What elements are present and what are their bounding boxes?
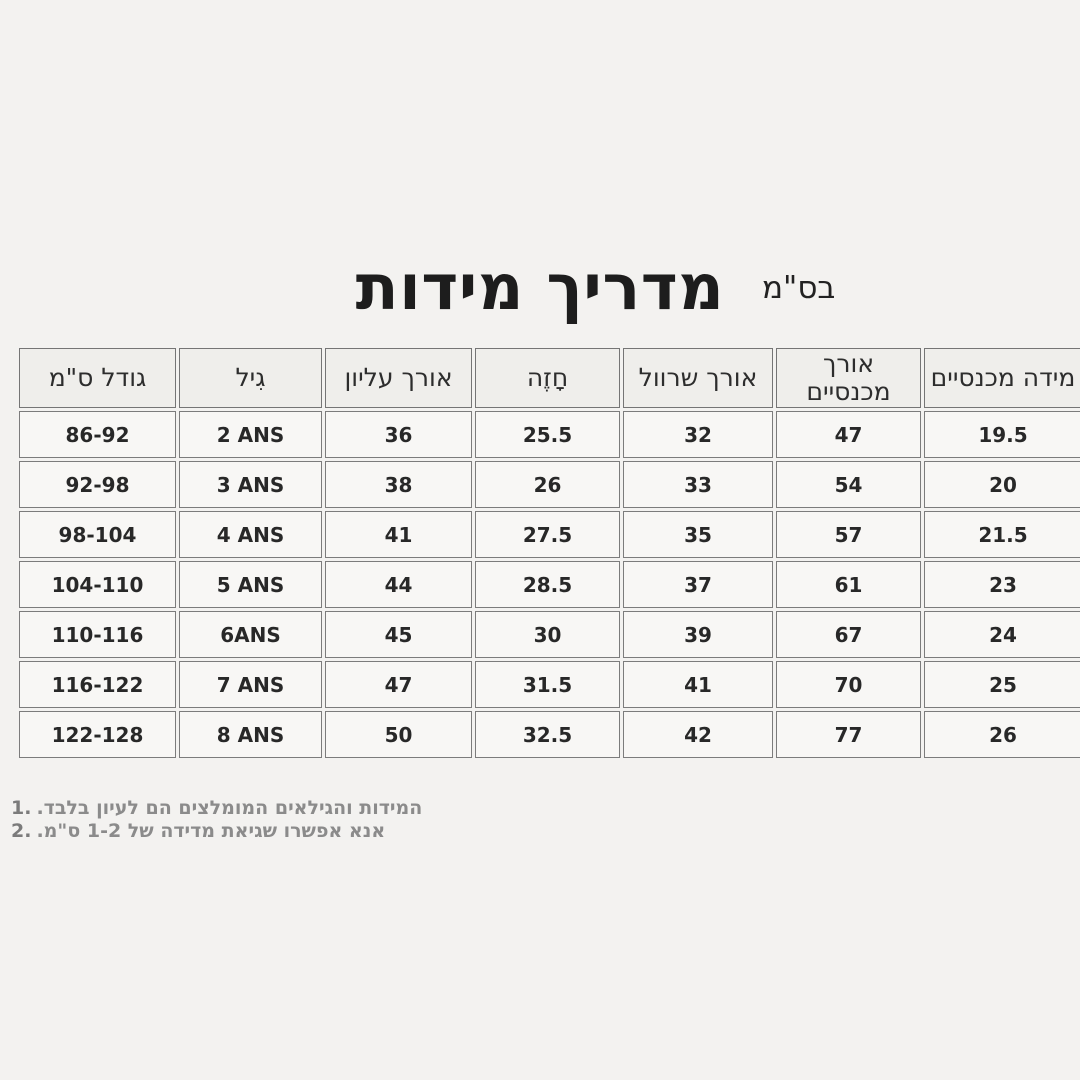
table-cell: 25.5 <box>475 411 620 458</box>
table-cell: 92-98 <box>19 461 176 508</box>
table-cell: 37 <box>623 561 773 608</box>
table-cell: 47 <box>325 661 472 708</box>
table-row: 104-110 5 ANS 44 28.5 37 61 23 <box>19 561 1080 608</box>
footnotes: 1. המידות והגילאים המומלצים הם לעיון בלבד… <box>11 797 422 843</box>
table-row: 116-122 7 ANS 47 31.5 41 70 25 <box>19 661 1080 708</box>
table-cell: 44 <box>325 561 472 608</box>
table-cell: 7 ANS <box>179 661 322 708</box>
table-row: 92-98 3 ANS 38 26 33 54 20 <box>19 461 1080 508</box>
table-cell: 67 <box>776 611 921 658</box>
table-cell: 116-122 <box>19 661 176 708</box>
table-cell: 104-110 <box>19 561 176 608</box>
header-cell: גודל ס"מ <box>19 348 176 408</box>
table-row: 86-92 2 ANS 36 25.5 32 47 19.5 <box>19 411 1080 458</box>
table-cell: 28.5 <box>475 561 620 608</box>
table-cell: 57 <box>776 511 921 558</box>
table-cell: 26 <box>475 461 620 508</box>
footnote-number: 2. <box>11 820 32 842</box>
header-cell: אורך מכנסיים <box>776 348 921 408</box>
table-cell: 2 ANS <box>179 411 322 458</box>
table-cell: 6ANS <box>179 611 322 658</box>
footnote-line: 2. אנא אפשרו שגיאת מדידה של 1-2 ס"מ. <box>11 820 422 843</box>
header-cell: חָזֶה <box>475 348 620 408</box>
table-cell: 35 <box>623 511 773 558</box>
table-cell: 20 <box>924 461 1080 508</box>
header-cell: מידה מכנסיים <box>924 348 1080 408</box>
table-cell: 32.5 <box>475 711 620 758</box>
size-table: גודל ס"מ גִיל אורך עליון חָזֶה אורך שרוול אור… <box>16 345 1080 761</box>
table-cell: 41 <box>325 511 472 558</box>
table-cell: 36 <box>325 411 472 458</box>
table-row: 98-104 4 ANS 41 27.5 35 57 21.5 <box>19 511 1080 558</box>
table-cell: 5 ANS <box>179 561 322 608</box>
table-cell: 45 <box>325 611 472 658</box>
table-row: 122-128 8 ANS 50 32.5 42 77 26 <box>19 711 1080 758</box>
table-cell: 70 <box>776 661 921 708</box>
table-cell: 50 <box>325 711 472 758</box>
table-cell: 21.5 <box>924 511 1080 558</box>
table-cell: 27.5 <box>475 511 620 558</box>
table-cell: 25 <box>924 661 1080 708</box>
table-cell: 47 <box>776 411 921 458</box>
table-cell: 8 ANS <box>179 711 322 758</box>
table-cell: 42 <box>623 711 773 758</box>
header-cell: גִיל <box>179 348 322 408</box>
table-cell: 33 <box>623 461 773 508</box>
header-cell: אורך שרוול <box>623 348 773 408</box>
footnote-number: 1. <box>11 797 32 819</box>
footnote-line: 1. המידות והגילאים המומלצים הם לעיון בלבד… <box>11 797 422 820</box>
table-cell: 32 <box>623 411 773 458</box>
page-title: מדריך מידות <box>355 251 725 324</box>
table-cell: 4 ANS <box>179 511 322 558</box>
table-cell: 41 <box>623 661 773 708</box>
table-cell: 26 <box>924 711 1080 758</box>
table-cell: 24 <box>924 611 1080 658</box>
table-cell: 38 <box>325 461 472 508</box>
table-cell: 54 <box>776 461 921 508</box>
table-cell: 98-104 <box>19 511 176 558</box>
table-cell: 86-92 <box>19 411 176 458</box>
table-row: 110-116 6ANS 45 30 39 67 24 <box>19 611 1080 658</box>
table-cell: 30 <box>475 611 620 658</box>
header-row: גודל ס"מ גִיל אורך עליון חָזֶה אורך שרוול אור… <box>19 348 1080 408</box>
table-cell: 3 ANS <box>179 461 322 508</box>
size-table-head: גודל ס"מ גִיל אורך עליון חָזֶה אורך שרוול אור… <box>19 348 1080 408</box>
unit-note-label: בס"מ <box>762 270 836 306</box>
table-cell: 122-128 <box>19 711 176 758</box>
table-cell: 61 <box>776 561 921 608</box>
footnote-text: המידות והגילאים המומלצים הם לעיון בלבד. <box>36 797 423 819</box>
footnote-text: אנא אפשרו שגיאת מדידה של 1-2 ס"מ. <box>36 820 386 842</box>
table-cell: 39 <box>623 611 773 658</box>
table-cell: 77 <box>776 711 921 758</box>
size-table-body: 86-92 2 ANS 36 25.5 32 47 19.5 92-98 3 ANS 38 26 33… <box>19 411 1080 758</box>
header-cell: אורך עליון <box>325 348 472 408</box>
table-cell: 110-116 <box>19 611 176 658</box>
table-cell: 31.5 <box>475 661 620 708</box>
table-cell: 19.5 <box>924 411 1080 458</box>
table-cell: 23 <box>924 561 1080 608</box>
